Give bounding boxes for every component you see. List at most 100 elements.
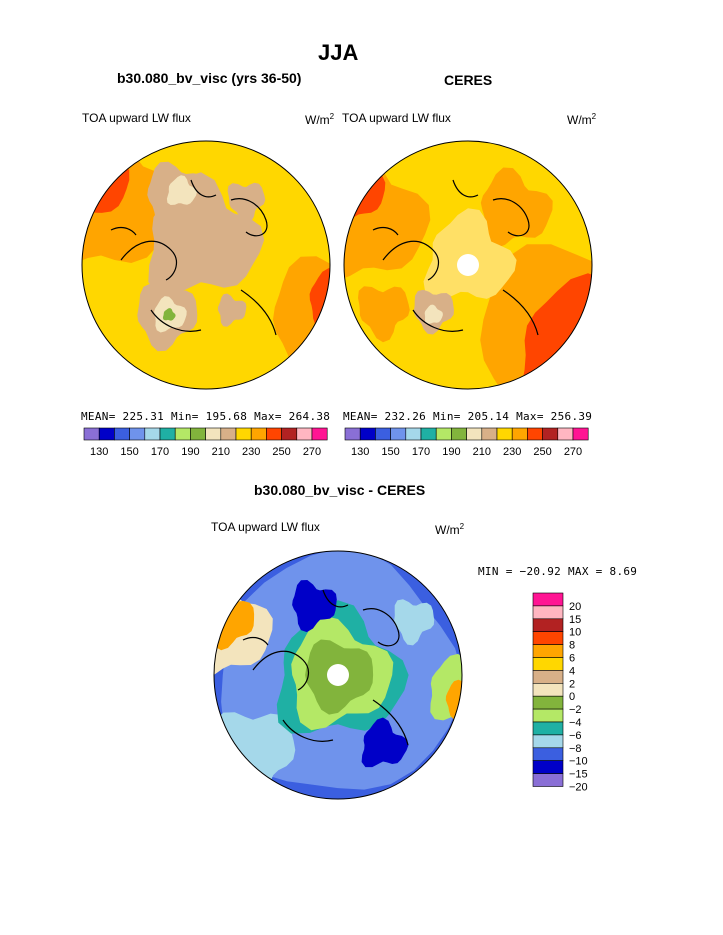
difference-coastline	[362, 608, 400, 647]
difference-colorbar-swatch	[532, 605, 564, 620]
page-title: JJA	[318, 40, 359, 65]
panel-1-colorbar-swatch	[190, 427, 206, 441]
panel-1-colorbar: 130 150 170 190 210 230 250 270	[83, 427, 328, 458]
difference-colorbar-swatch	[532, 708, 564, 723]
difference-colorbar-tick-label: −2	[569, 704, 582, 716]
panel-2-colorbar-tick-label: 170	[412, 446, 430, 458]
panel-1-colorbar-tick-label: 150	[120, 446, 138, 458]
panel-1-colorbar-tick-label: 250	[272, 446, 290, 458]
difference-colorbar-swatch	[532, 760, 564, 774]
difference-colorbar-swatch	[532, 721, 564, 736]
panel-1-contour-region	[166, 175, 197, 205]
panel-2-coastline	[412, 309, 464, 332]
panel-1-contour-region	[227, 182, 266, 224]
panel-2-coastline	[492, 198, 530, 237]
panel-2-colorbar-swatch	[511, 427, 528, 441]
difference-coastline	[282, 719, 334, 742]
panel-1-units-exp: 2	[329, 112, 335, 121]
difference-colorbar-swatch	[532, 695, 564, 710]
panel-2-colorbar-swatch	[451, 427, 467, 441]
panel-2-colorbar-swatch	[572, 427, 589, 441]
difference-colorbar-tick-label: 20	[569, 601, 581, 613]
difference-units-exp: 2	[459, 522, 465, 531]
panel-1-contour-region	[162, 308, 176, 321]
panel-1-colorbar-swatch	[144, 427, 161, 441]
panel-2-colorbar-tick-label: 270	[564, 446, 582, 458]
panel-1-colorbar-swatch	[98, 427, 115, 441]
difference-coastline	[322, 589, 349, 608]
difference-colorbar-swatch	[532, 631, 564, 645]
panel-1-colorbar-tick-label: 190	[181, 446, 199, 458]
panel-2-colorbar-tick-label: 130	[351, 446, 369, 458]
panel-2-units-exp: 2	[591, 112, 597, 121]
panel-2-colorbar-tick-label: 210	[473, 446, 491, 458]
panel-2-colorbar-swatch	[375, 427, 391, 441]
difference-colorbar-tick-label: −15	[569, 769, 588, 781]
difference-contour-region	[445, 679, 462, 720]
panel-2-coastline	[502, 289, 539, 336]
panel-2-contour-region	[424, 304, 443, 325]
difference-colorbar-swatch	[532, 773, 564, 787]
panel-1-colorbar-swatch	[83, 427, 100, 441]
difference-colorbar-swatch	[532, 657, 564, 671]
panel-1-units-base: W/m	[305, 113, 330, 127]
panel-2-coastline	[382, 240, 440, 281]
panel-2-colorbar-swatch	[542, 427, 559, 441]
difference-map-outline	[213, 550, 463, 800]
difference-colorbar-tick-label: −4	[569, 717, 582, 729]
difference-colorbar-tick-label: −10	[569, 756, 588, 768]
difference-title: b30.080_bv_visc - CERES	[254, 482, 426, 498]
panel-1-coastline	[240, 289, 277, 336]
difference-stats: MIN = −20.92 MAX = 8.69	[478, 565, 638, 578]
panel-2-colorbar-tick-label: 190	[442, 446, 460, 458]
panel-2-colorbar-swatch	[435, 427, 452, 441]
panel-2-contour-region	[559, 332, 592, 389]
difference-colorbar-tick-label: −6	[569, 730, 582, 742]
difference-colorbar-tick-label: 0	[569, 691, 575, 703]
difference-pole-gap	[327, 664, 349, 686]
panel-1-polar-map	[81, 140, 331, 390]
panel-1-colorbar-swatch	[129, 427, 146, 441]
panel-2-stats: MEAN= 232.26 Min= 205.14 Max= 256.39	[343, 410, 593, 423]
difference-units-base: W/m	[435, 523, 460, 537]
difference-colorbar-tick-label: 4	[569, 665, 575, 677]
panel-2-coastline	[452, 179, 479, 198]
panel-2-units: W/m2	[567, 112, 596, 127]
panel-1-colorbar-swatch	[235, 427, 252, 441]
panel-1-title: b30.080_bv_visc (yrs 36-50)	[117, 70, 302, 86]
panel-1-colorbar-tick-label: 210	[212, 446, 230, 458]
difference-contour-region	[394, 599, 435, 646]
panel-1-variable: TOA upward LW flux	[82, 111, 191, 125]
panel-2-coastline	[372, 226, 399, 236]
panel-2-colorbar-swatch	[390, 427, 407, 441]
difference-colorbar-swatch	[532, 618, 564, 632]
panel-1-colorbar-swatch	[250, 427, 267, 441]
difference-contour-region	[361, 717, 409, 768]
panel-1-colorbar-tick-label: 230	[242, 446, 260, 458]
panel-2-colorbar-swatch	[481, 427, 498, 441]
panel-1-colorbar-swatch	[159, 427, 176, 441]
panel-2-colorbar-tick-label: 230	[503, 446, 521, 458]
panel-1-coastline	[230, 198, 268, 237]
difference-colorbar-tick-label: 6	[569, 653, 575, 665]
panel-1-colorbar-swatch	[205, 427, 222, 441]
difference-colorbar-tick-label: 2	[569, 678, 575, 690]
panel-1-map-outline	[81, 140, 331, 390]
panel-1-colorbar-swatch	[220, 427, 237, 441]
panel-2-colorbar-swatch	[466, 427, 483, 441]
panel-2-colorbar-swatch	[420, 427, 437, 441]
difference-contour-region	[292, 580, 337, 633]
difference-colorbar-swatch	[532, 747, 564, 762]
panel-2-contour-region	[358, 286, 410, 343]
difference-colorbar-swatch	[532, 683, 564, 697]
panel-1-colorbar-swatch	[281, 427, 298, 441]
panel-1-colorbar-tick-label: 170	[151, 446, 169, 458]
panel-2-contour-region	[423, 208, 517, 300]
panel-2-polar-map	[343, 140, 593, 390]
panel-1-colorbar-swatch	[311, 427, 328, 441]
panel-1-units: W/m2	[305, 112, 334, 127]
panel-2-colorbar-swatch	[527, 427, 543, 441]
panel-1-contour-region	[217, 293, 247, 327]
difference-coastline	[252, 650, 310, 691]
